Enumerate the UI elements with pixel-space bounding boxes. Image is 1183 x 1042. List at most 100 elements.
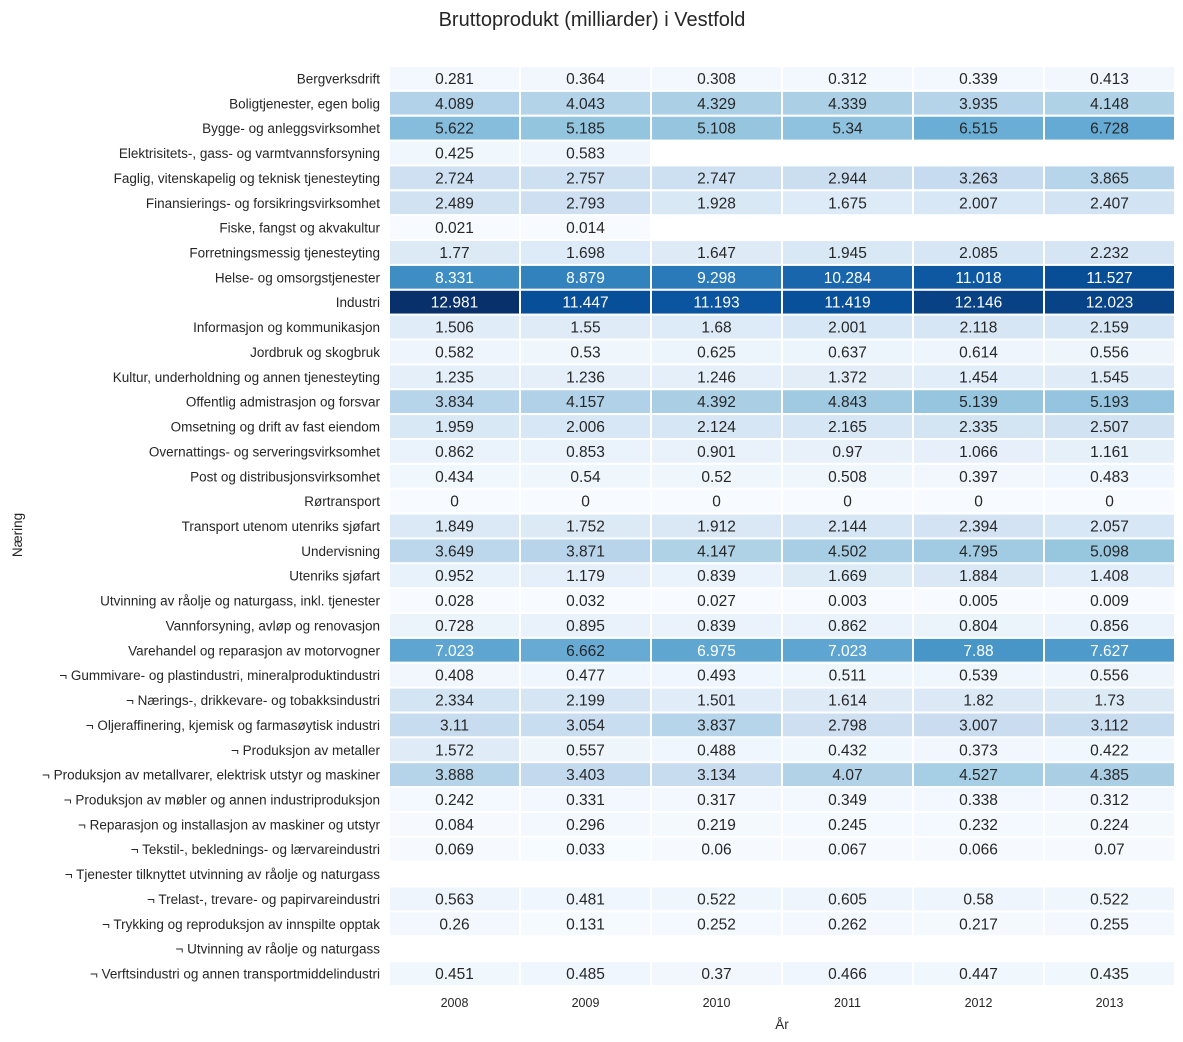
heatmap-cell <box>1043 437 1176 465</box>
cell-value-label: 1.698 <box>566 245 605 262</box>
cell-value-label: 0.862 <box>435 444 474 461</box>
heatmap-cell <box>650 388 783 416</box>
cell-value-label: 2.001 <box>828 320 867 337</box>
row-label: ¬ Utvinning av råolje og naturgass <box>176 942 381 957</box>
cell-value-label: 8.879 <box>566 270 605 287</box>
heatmap-cell <box>1043 910 1176 938</box>
heatmap-cell <box>650 363 783 391</box>
cell-value-label: 0.339 <box>959 71 998 88</box>
cell-value-label: 1.68 <box>701 320 731 337</box>
cell-value-label: 1.235 <box>435 369 474 386</box>
cell-value-label: 0.557 <box>566 742 605 759</box>
cell-value-label: 6.728 <box>1090 121 1129 138</box>
cell-value-label: 0.477 <box>566 668 605 685</box>
cell-value-label: 5.139 <box>959 394 998 411</box>
cell-value-label: 5.193 <box>1090 394 1129 411</box>
cell-value-label: 0.511 <box>829 668 867 685</box>
cell-value-label: 1.752 <box>566 519 605 536</box>
cell-value-label: 1.066 <box>959 444 998 461</box>
cell-value-label: 6.515 <box>959 121 998 138</box>
cell-value-label: 0.583 <box>566 146 605 163</box>
heatmap-cell <box>650 562 783 590</box>
heatmap-cell <box>519 786 652 813</box>
cell-value-label: 0.728 <box>435 618 474 635</box>
row-label: Jordbruk og skogbruk <box>250 345 380 360</box>
heatmap-cell <box>781 960 914 987</box>
cell-value-label: 0.853 <box>566 444 605 461</box>
heatmap-cell <box>781 487 914 515</box>
heatmap-cell <box>519 288 652 316</box>
heatmap-cell <box>1043 686 1176 714</box>
cell-value-label: 0.296 <box>566 817 605 834</box>
cell-value-label: 0.97 <box>832 444 862 461</box>
cell-value-label: 0.028 <box>435 593 474 610</box>
cell-value-label: 6.662 <box>566 643 605 660</box>
row-label: Bygge- og anleggsvirksomhet <box>202 121 380 136</box>
cell-value-label: 0 <box>581 494 590 511</box>
cell-value-label: 0.032 <box>566 593 605 610</box>
cell-value-label: 2.057 <box>1090 519 1129 536</box>
row-labels: Bergverksdrift Boligtjenester, egen bolig… <box>42 71 381 981</box>
cell-value-label: 1.179 <box>566 568 605 585</box>
heatmap-cell <box>650 239 783 266</box>
cell-value-label: 0.37 <box>701 966 731 983</box>
cell-value-label: 8.331 <box>435 270 474 287</box>
cell-value-label: 1.912 <box>697 519 736 536</box>
cell-value-label: 1.884 <box>959 568 998 585</box>
y-axis-label: Næring <box>10 513 25 557</box>
cell-value-label: 1.545 <box>1090 369 1129 386</box>
cell-value-label: 3.007 <box>959 717 998 734</box>
row-label: Kultur, underholdning og annen tjenestey… <box>113 370 380 385</box>
heatmap-cell <box>912 885 1045 913</box>
cell-value-label: 5.622 <box>435 121 474 138</box>
row-label: ¬ Produksjon av metaller <box>231 743 380 758</box>
row-label: Utvinning av råolje og naturgass, inkl. … <box>100 594 380 609</box>
cell-value-label: 0.027 <box>697 593 736 610</box>
cell-value-label: 4.07 <box>832 767 862 784</box>
row-label: Varehandel og reparasjon av motorvogner <box>128 643 380 658</box>
cell-value-label: 0.52 <box>701 469 731 486</box>
cell-value-label: 0.252 <box>697 916 736 933</box>
cell-value-label: 3.134 <box>697 767 736 784</box>
cell-value-label: 3.834 <box>435 394 474 411</box>
heatmap-cell <box>650 413 783 440</box>
cell-value-label: 3.649 <box>435 543 474 560</box>
cell-value-label: 3.935 <box>959 96 998 113</box>
cell-value-label: 1.82 <box>963 693 993 710</box>
cell-value-label: 2.394 <box>959 519 998 536</box>
row-label: ¬ Reparasjon og installasjon av maskiner… <box>78 817 381 832</box>
heatmap-cell <box>912 413 1045 440</box>
cell-value-label: 2.334 <box>435 693 474 710</box>
cell-value-label: 3.11 <box>440 717 469 734</box>
heatmap-cell <box>519 239 652 266</box>
cell-value-label: 0.58 <box>963 891 993 908</box>
cell-value-label: 0.06 <box>701 842 731 859</box>
heatmap-cell <box>781 537 914 565</box>
cell-value-label: 2.407 <box>1090 195 1129 212</box>
heatmap-cell <box>781 512 914 540</box>
cell-value-label: 0.522 <box>1090 891 1129 908</box>
cell-value-label: 4.147 <box>697 543 736 560</box>
heatmap-cell <box>1043 512 1176 540</box>
cell-value-label: 0.021 <box>435 220 474 237</box>
cell-value-label: 0.582 <box>435 344 474 361</box>
cell-value-label: 0.839 <box>697 568 736 585</box>
cell-value-label: 2.006 <box>566 419 605 436</box>
row-label: ¬ Oljeraffinering, kjemisk og farmasøyti… <box>86 718 380 733</box>
column-labels: 2008 2009 2010 2011 2012 2013 <box>441 996 1124 1010</box>
cell-value-label: 0.373 <box>959 742 998 759</box>
heatmap-cell <box>650 437 783 465</box>
cell-value-label: 2.757 <box>566 170 605 187</box>
cell-value-label: 0.625 <box>697 344 736 361</box>
cell-value-label: 4.157 <box>566 394 605 411</box>
row-label: ¬ Verftsindustri og annen transportmidde… <box>90 967 380 982</box>
cell-value-label: 2.793 <box>566 195 605 212</box>
row-label: Utenriks sjøfart <box>289 569 380 584</box>
heatmap-cell <box>650 462 783 490</box>
heatmap-cell <box>912 363 1045 391</box>
heatmap-cell <box>650 885 783 913</box>
cell-value-label: 3.054 <box>566 717 605 734</box>
cell-value-label: 3.865 <box>1090 170 1129 187</box>
cell-value-label: 1.246 <box>697 369 736 386</box>
cell-value-label: 0.069 <box>435 842 474 859</box>
